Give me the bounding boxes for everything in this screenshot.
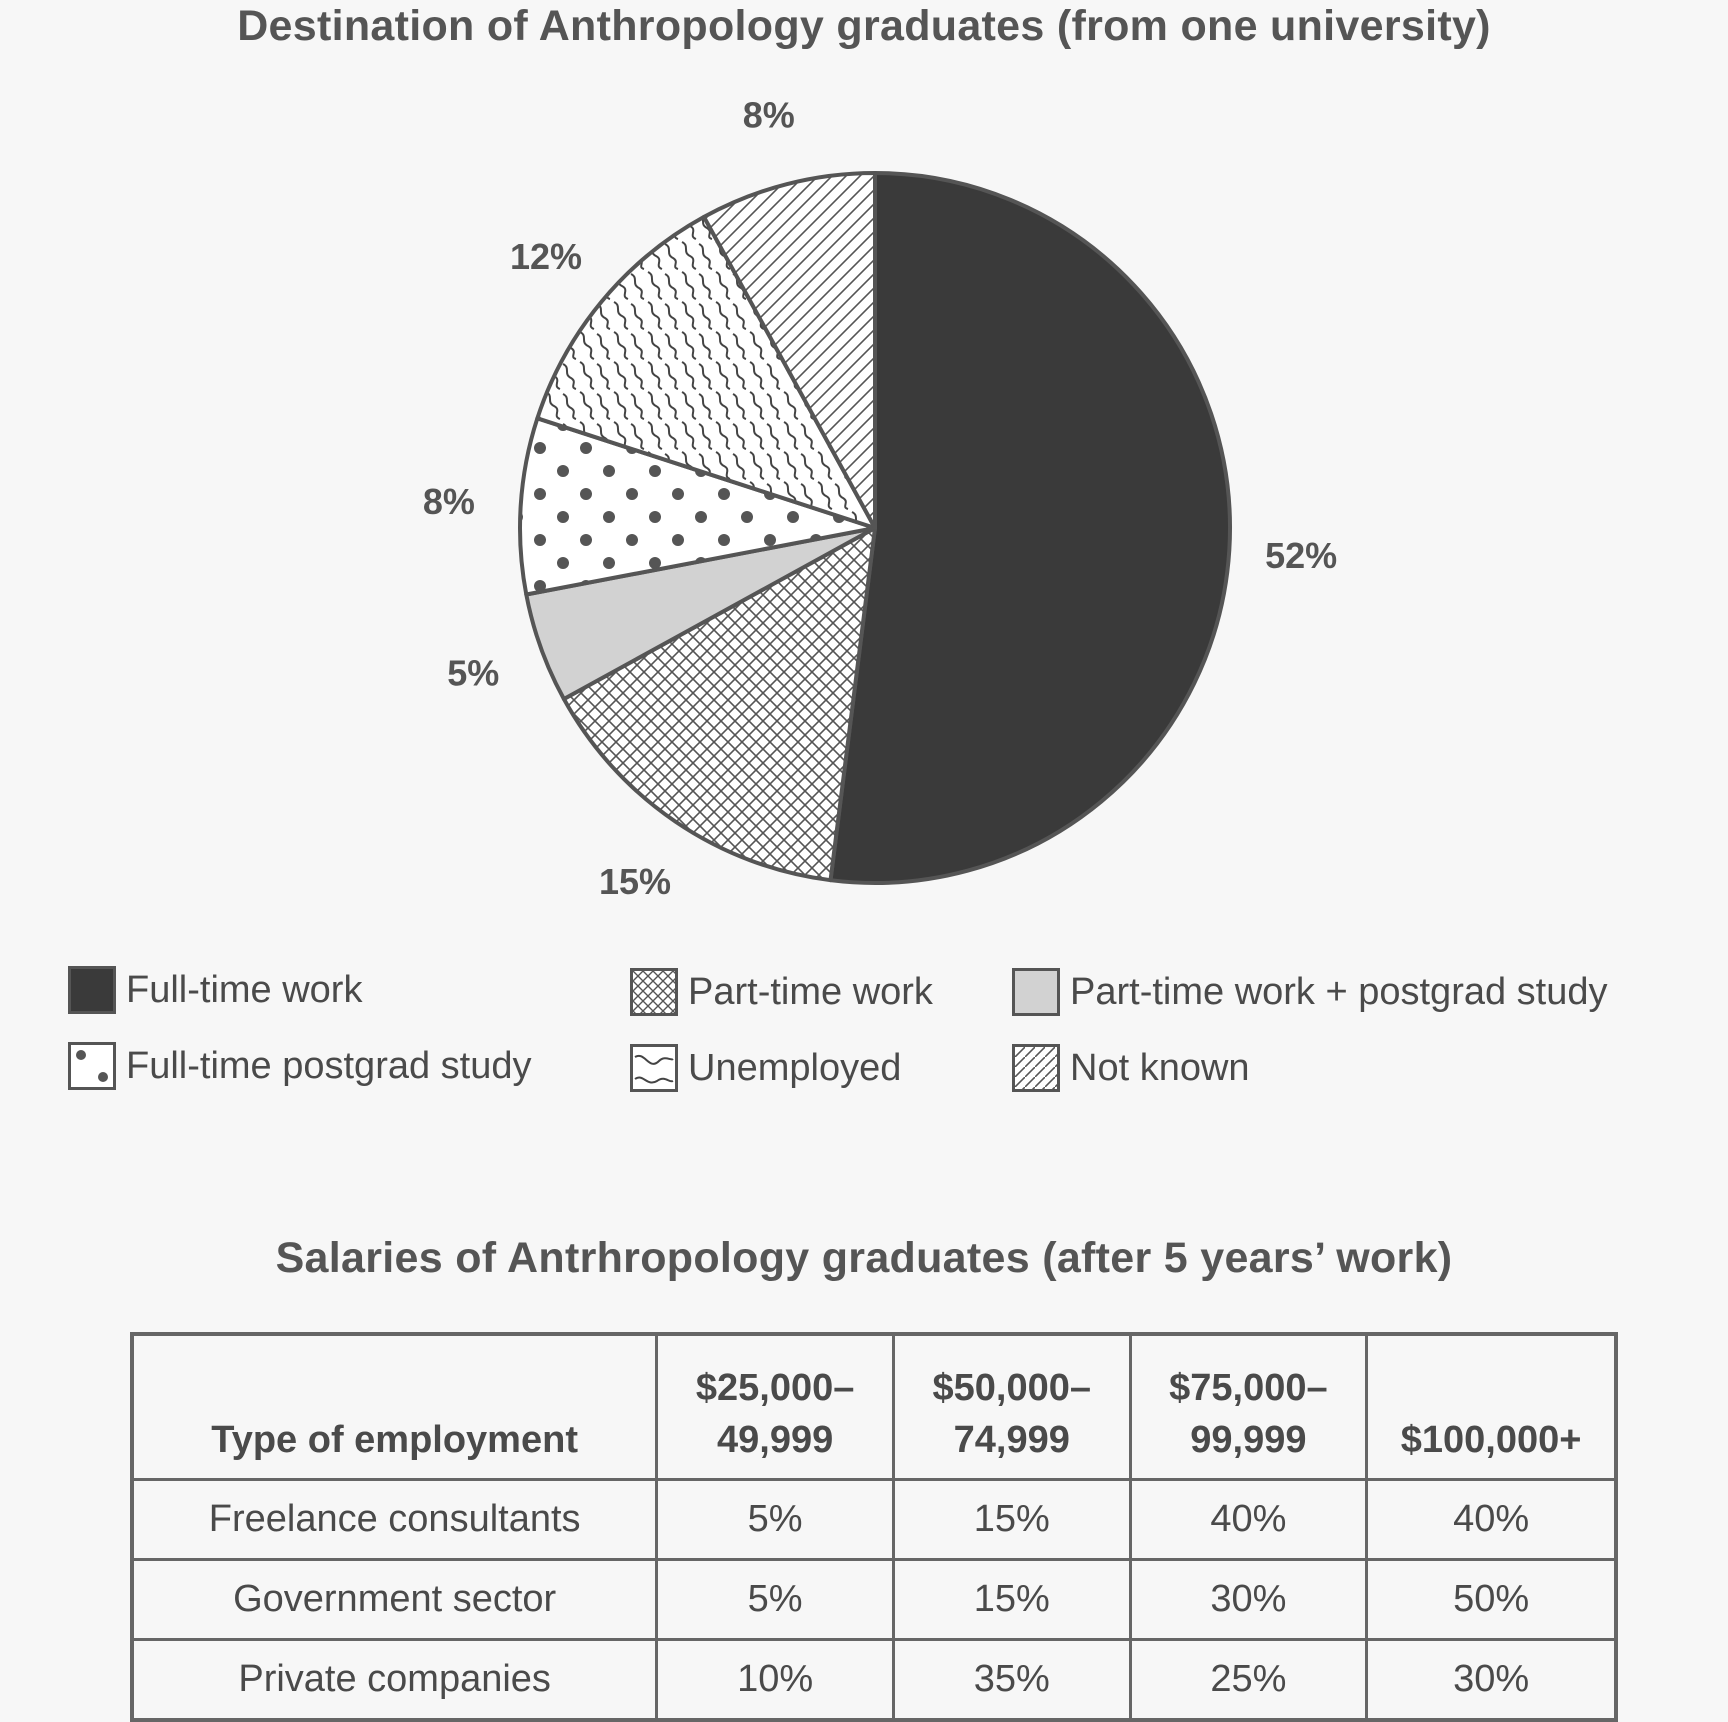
- table-cell: 30%: [1128, 1558, 1369, 1641]
- pie-slice-label: 8%: [423, 481, 475, 522]
- pie-slice-full-time-work: [828, 171, 1232, 885]
- column-header-line: Type of employment: [211, 1419, 578, 1461]
- pie-chart: 52% 15% 5% 8% 12% 8%: [423, 94, 1337, 902]
- legend-label: Unemployed: [688, 1046, 902, 1089]
- legend-swatch: [630, 1044, 678, 1092]
- column-header-salary-band: $25,000– 49,999: [655, 1332, 895, 1481]
- pie-labels: 52% 15% 5% 8% 12% 8%: [423, 94, 1337, 902]
- column-header-salary-band: $50,000– 74,999: [891, 1332, 1132, 1481]
- table-cell: 40%: [1128, 1478, 1369, 1561]
- legend-item-part-time-work-postgrad-study: Part-time work + postgrad study: [1012, 962, 1608, 1022]
- legend-label: Part-time work: [688, 970, 933, 1013]
- table-row: Private companies 10% 35% 25% 30%: [130, 1638, 1618, 1722]
- legend-label: Full-time postgrad study: [126, 1044, 532, 1087]
- table-cell: 15%: [891, 1558, 1132, 1641]
- legend-swatch: [68, 966, 116, 1014]
- table-cell: 35%: [891, 1638, 1132, 1722]
- pie-slice-part-time-work: [561, 526, 877, 883]
- pie-slice-label: 12%: [510, 236, 582, 277]
- column-header-salary-band: $100,000+: [1365, 1332, 1618, 1481]
- table-cell: 25%: [1128, 1638, 1369, 1722]
- legend-item-not-known: Not known: [1012, 1038, 1250, 1098]
- table-cell: 15%: [891, 1478, 1132, 1561]
- table-row: Freelance consultants 5% 15% 40% 40%: [130, 1478, 1618, 1561]
- pie-slices: [518, 171, 1232, 885]
- pie-slice-label: 15%: [599, 861, 671, 902]
- legend-label: Not known: [1070, 1046, 1250, 1089]
- column-header-type: Type of employment: [130, 1332, 659, 1481]
- legend-swatch: [1012, 1044, 1060, 1092]
- legend-swatch: [1012, 968, 1060, 1016]
- pie-slice-not-known: [701, 171, 877, 530]
- table-row: Government sector 5% 15% 30% 50%: [130, 1558, 1618, 1641]
- table-body: Freelance consultants 5% 15% 40% 40% Governme…: [130, 1478, 1618, 1722]
- table-cell: 30%: [1365, 1638, 1618, 1722]
- legend-label: Full-time work: [126, 968, 363, 1011]
- legend-item-unemployed: Unemployed: [630, 1038, 901, 1098]
- table-cell: 40%: [1365, 1478, 1618, 1561]
- column-header-line: $100,000+: [1400, 1419, 1582, 1461]
- column-header-line: $25,000–: [695, 1367, 855, 1409]
- table-cell: 50%: [1365, 1558, 1618, 1641]
- table-cell: 5%: [655, 1478, 895, 1561]
- column-header-line: 49,999: [717, 1419, 834, 1461]
- legend-item-full-time-work: Full-time work: [68, 960, 362, 1020]
- pie-slice-label: 52%: [1265, 535, 1337, 576]
- pie-slice-label: 5%: [447, 653, 499, 694]
- column-header-line: $50,000–: [932, 1367, 1092, 1409]
- table-cell: 5%: [655, 1558, 895, 1641]
- column-header-salary-band: $75,000– 99,999: [1128, 1332, 1369, 1481]
- table-title: Salaries of Antrhropology graduates (aft…: [275, 1234, 1453, 1282]
- pie-slice-full-time-postgrad-study: [518, 416, 877, 597]
- column-header-line: 99,999: [1190, 1419, 1307, 1461]
- pie-slice-unemployed: [535, 214, 877, 530]
- salary-table: Type of employment $25,000– 49,999 $50,000–…: [130, 1332, 1618, 1722]
- pie-slice-label: 8%: [743, 94, 795, 135]
- pie-chart-title: Destination of Anthropology graduates (f…: [237, 2, 1491, 50]
- legend-swatch: [68, 1042, 116, 1090]
- row-label: Freelance consultants: [130, 1478, 659, 1561]
- row-label: Private companies: [130, 1638, 659, 1722]
- legend-item-full-time-postgrad-study: Full-time postgrad study: [68, 1036, 532, 1096]
- column-header-line: $75,000–: [1169, 1367, 1328, 1409]
- row-label: Government sector: [130, 1558, 659, 1641]
- legend-swatch: [630, 968, 678, 1016]
- table-cell: 10%: [655, 1638, 895, 1722]
- legend-item-part-time-work: Part-time work: [630, 962, 933, 1022]
- table-header-row: Type of employment $25,000– 49,999 $50,000–…: [130, 1332, 1618, 1481]
- column-header-line: 74,999: [953, 1419, 1070, 1461]
- legend-label: Part-time work + postgrad study: [1070, 970, 1608, 1013]
